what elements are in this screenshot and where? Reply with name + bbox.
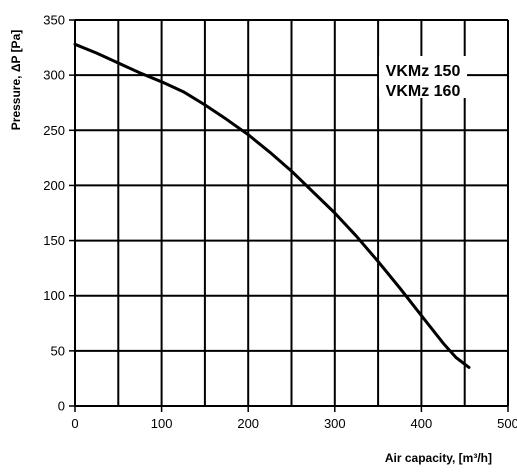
annotation-line-2: VKMz 160 [386, 83, 461, 100]
y-axis-title: Pressure, ΔP [Pa] [9, 30, 23, 130]
x-tick-label: 500 [497, 416, 517, 431]
series-layer [73, 42, 471, 369]
y-tick-label: 0 [58, 399, 65, 414]
y-tick-label: 300 [43, 68, 65, 83]
x-tick-label: 0 [71, 416, 78, 431]
annotation-background [379, 56, 467, 98]
annotation-line-1: VKMz 150 [386, 63, 461, 80]
x-tick-label: 300 [324, 416, 346, 431]
x-axis-title: Air capacity, [m³/h] [385, 451, 492, 465]
x-axis-ticks: 0 100 200 300 400 500 [71, 406, 517, 431]
x-tick-label: 100 [151, 416, 173, 431]
y-tick-label: 350 [43, 13, 65, 28]
x-tick-label: 400 [411, 416, 433, 431]
x-tick-label: 200 [237, 416, 259, 431]
y-tick-label: 200 [43, 178, 65, 193]
y-axis-ticks: 0 50 100 150 200 250 300 350 [43, 13, 75, 414]
grid [74, 19, 509, 407]
y-tick-label: 50 [51, 343, 65, 358]
y-tick-label: 150 [43, 233, 65, 248]
y-tick-label: 250 [43, 123, 65, 138]
series-line [73, 42, 471, 369]
y-tick-label: 100 [43, 288, 65, 303]
